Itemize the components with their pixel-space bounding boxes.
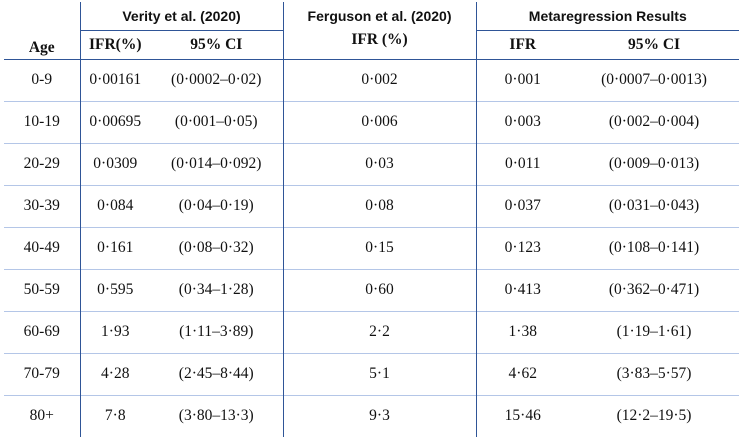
verity-ci-cell: (3·80–13·3) (178, 407, 254, 424)
table-row: 20-29 0·0309 (0·014–0·092) 0·03 0·011 (0… (4, 143, 740, 185)
age-group-spacer (4, 2, 80, 31)
meta-ifr-cell: 0·001 (475, 59, 570, 101)
table-row: 30-39 0·084 (0·04–0·19) 0·08 0·037 (0·03… (4, 185, 740, 227)
verity-ci-cell: (0·08–0·32) (178, 239, 254, 256)
meta-ci-cell: (1·19–1·61) (616, 323, 692, 340)
meta-ci-header: 95% CI (627, 35, 681, 53)
table-row: 80+ 7·8 (3·80–13·3) 9·3 15·46 (12·2–19·5… (4, 395, 739, 437)
age-cell: 10-19 (23, 113, 60, 130)
verity-ci-cell: (0·0002–0·02) (171, 71, 262, 88)
column-header-row: Age IFR(%) 95% CI IFR (%) IFR 95% CI (4, 30, 740, 59)
verity-ifr-cell: 0·00695 (79, 101, 150, 143)
meta-ifr-cell: 0·011 (475, 143, 570, 185)
meta-ifr-cell: 15·46 (475, 395, 570, 437)
ferguson-ifr-cell: 0·60 (282, 269, 477, 311)
ferguson-ifr-cell: 9·3 (282, 395, 477, 437)
verity-ifr-cell: 0·0309 (79, 143, 150, 185)
meta-ifr-cell: 0·413 (475, 269, 570, 311)
ferguson-ifr-cell: 0·03 (282, 143, 477, 185)
ferguson-ifr-cell: 5·1 (282, 353, 477, 395)
ifr-comparison-table: Verity et al. (2020) Ferguson et al. (20… (4, 2, 740, 437)
verity-ifr-cell: 1·93 (79, 311, 150, 353)
verity-ci-header: 95% CI (190, 35, 243, 53)
verity-ci-cell: (2·45–8·44) (178, 365, 254, 382)
meta-ci-cell: (0·002–0·004) (608, 113, 700, 130)
verity-ifr-header: IFR(%) (79, 30, 150, 59)
meta-ifr-cell: 1·38 (475, 311, 570, 353)
meta-ci-cell: (12·2–19·5) (616, 407, 692, 424)
meta-ci-cell: (0·108–0·141) (608, 239, 700, 256)
table-row: 60-69 1·93 (1·11–3·89) 2·2 1·38 (1·19–1·… (4, 311, 740, 353)
verity-ifr-cell: 4·28 (79, 353, 150, 395)
meta-ifr-header: IFR (475, 30, 570, 59)
age-cell: 20-29 (23, 155, 60, 172)
meta-group-header: Metaregression Results (475, 2, 740, 31)
meta-ci-cell: (0·009–0·013) (608, 155, 700, 172)
meta-ci-cell: (0·362–0·471) (608, 281, 700, 298)
verity-ifr-cell: 0·00161 (79, 59, 150, 101)
table-row: 0-9 0·00161 (0·0002–0·02) 0·002 0·001 (0… (4, 59, 740, 101)
age-cell: 80+ (29, 407, 54, 424)
verity-ci-cell: (0·04–0·19) (178, 197, 254, 214)
age-header: Age (28, 38, 55, 56)
age-cell: 70-79 (23, 365, 60, 382)
age-cell: 40-49 (23, 239, 60, 256)
table-row: 50-59 0·595 (0·34–1·28) 0·60 0·413 (0·36… (4, 269, 740, 311)
age-cell: 60-69 (23, 323, 60, 340)
age-cell: 30-39 (23, 197, 60, 214)
ferguson-ifr-cell: 0·006 (282, 101, 477, 143)
age-cell: 0-9 (31, 71, 53, 88)
meta-ci-cell: (3·83–5·57) (616, 365, 692, 382)
verity-ci-cell: (0·001–0·05) (174, 113, 258, 130)
verity-ci-cell: (0·014–0·092) (171, 155, 262, 172)
meta-ifr-cell: 0·123 (475, 227, 570, 269)
verity-ifr-cell: 0·595 (79, 269, 150, 311)
ferguson-ifr-cell: 2·2 (282, 311, 477, 353)
meta-ifr-cell: 0·003 (475, 101, 570, 143)
ferguson-ifr-header: IFR (%) (282, 30, 477, 59)
ferguson-ifr-cell: 0·15 (282, 227, 477, 269)
verity-ifr-cell: 0·161 (79, 227, 150, 269)
age-cell: 50-59 (23, 281, 60, 298)
table-row: 10-19 0·00695 (0·001–0·05) 0·006 0·003 (… (4, 101, 740, 143)
ferguson-ifr-cell: 0·002 (282, 59, 477, 101)
verity-ci-cell: (0·34–1·28) (178, 281, 254, 298)
verity-ifr-cell: 0·084 (79, 185, 150, 227)
meta-ifr-cell: 4·62 (475, 353, 570, 395)
table-row: 70-79 4·28 (2·45–8·44) 5·1 4·62 (3·83–5·… (4, 353, 740, 395)
group-header-row: Verity et al. (2020) Ferguson et al. (20… (4, 2, 740, 31)
verity-ifr-cell: 7·8 (79, 395, 150, 437)
table-row: 40-49 0·161 (0·08–0·32) 0·15 0·123 (0·10… (4, 227, 740, 269)
ferguson-ifr-cell: 0·08 (282, 185, 477, 227)
verity-ci-cell: (1·11–3·89) (179, 323, 254, 340)
meta-ci-cell: (0·031–0·043) (608, 197, 700, 214)
verity-group-header: Verity et al. (2020) (79, 2, 284, 31)
meta-ci-cell: (0·0007–0·0013) (601, 71, 707, 88)
meta-ifr-cell: 0·037 (475, 185, 570, 227)
ferguson-group-header: Ferguson et al. (2020) (282, 2, 477, 31)
